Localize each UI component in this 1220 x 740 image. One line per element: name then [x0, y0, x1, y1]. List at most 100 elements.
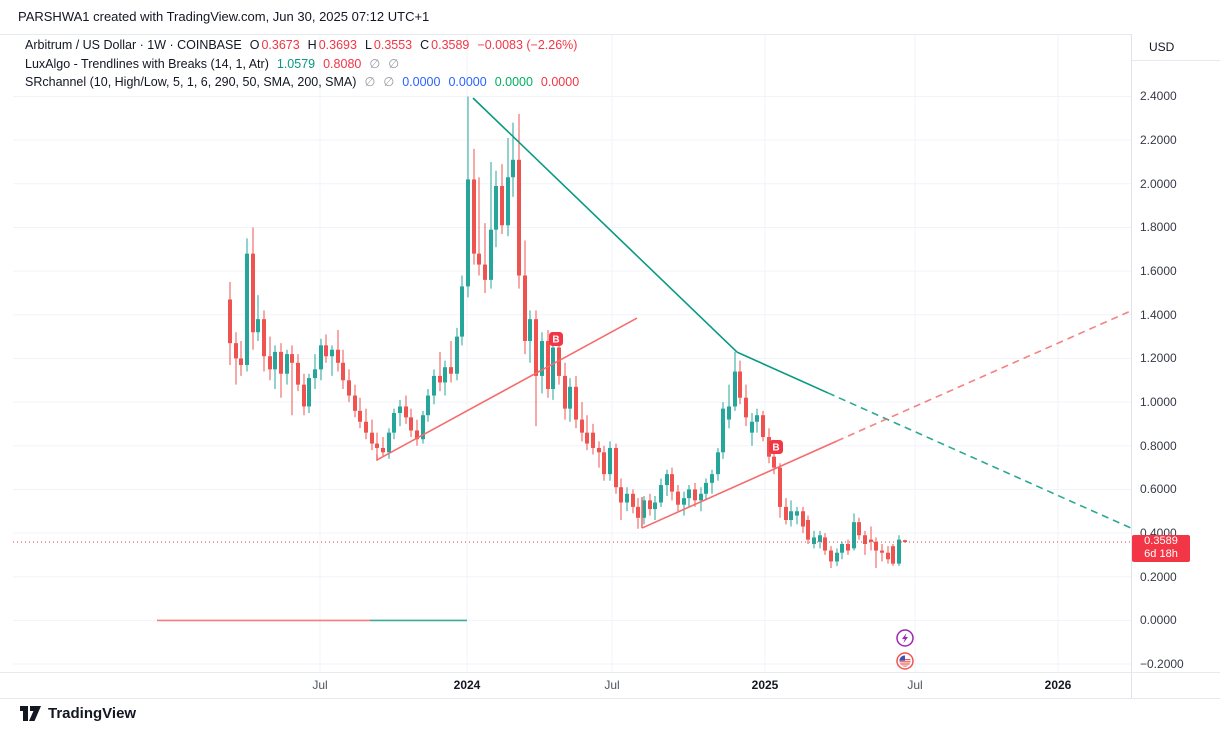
time-tick-label: Jul	[312, 678, 328, 692]
candle-body	[443, 367, 447, 383]
candle-body	[835, 552, 839, 562]
empty-value-icon: ∅	[388, 57, 400, 71]
candle-body	[687, 489, 691, 499]
lightning-event-icon[interactable]	[896, 629, 914, 647]
candle-body	[755, 415, 759, 422]
price-tick-label: 1.6000	[1140, 264, 1177, 279]
candle-body	[608, 447, 612, 475]
high-label: H	[307, 38, 317, 52]
time-tick-label: 2026	[1044, 678, 1072, 692]
us-flag-event-icon[interactable]	[896, 652, 914, 670]
price-tick-label: 2.4000	[1140, 89, 1177, 104]
candle-body	[279, 351, 283, 374]
candle-body	[721, 408, 725, 453]
price-axis[interactable]: 2.4000 2.2000 2.0000 1.8000 1.6000 1.4000 1.20…	[1131, 34, 1220, 698]
candle-body	[750, 421, 754, 433]
candle-body	[477, 253, 481, 265]
candle-body	[625, 493, 629, 503]
price-tick-label: 0.0000	[1140, 613, 1177, 628]
flag-stripe	[899, 665, 911, 667]
candle-body	[693, 489, 697, 501]
tradingview-logo-text: TradingView	[48, 705, 137, 722]
flag-stripe	[899, 663, 911, 665]
candle-body	[392, 413, 396, 433]
candle-body	[517, 159, 521, 276]
candle-body	[228, 299, 232, 344]
price-tick-label: 0.6000	[1140, 482, 1177, 497]
candle-body	[421, 415, 425, 440]
usd-cell-separator	[1131, 60, 1220, 61]
event-circle	[896, 652, 914, 670]
candle-body	[251, 253, 255, 333]
legend-symbol-row[interactable]: Arbitrum / US Dollar · 1W · COINBASE O 0.…	[25, 38, 579, 56]
trendline-red	[376, 317, 638, 461]
candle-body	[789, 511, 793, 520]
last-price-badge: 0.3589 6d 18h	[1132, 535, 1190, 563]
candle-body	[682, 498, 686, 505]
candle-body	[823, 537, 827, 551]
candle-body	[891, 546, 895, 564]
candle-body	[234, 343, 238, 359]
lightning-bolt-glyph	[902, 633, 908, 643]
candle-body	[262, 319, 266, 357]
close-value: 0.3589	[431, 38, 470, 52]
candle-body	[716, 452, 720, 475]
candle-body	[341, 362, 345, 381]
candle-body	[466, 179, 470, 287]
candle-body	[409, 417, 413, 431]
candle-body	[631, 493, 635, 507]
bar-countdown: 6d 18h	[1144, 548, 1178, 561]
candle-body	[738, 371, 742, 398]
candle-body	[897, 539, 901, 564]
candle-body	[784, 506, 788, 520]
candle-body	[546, 340, 550, 390]
candle-body	[494, 185, 498, 230]
empty-value-icon: ∅	[383, 75, 395, 89]
candle-body	[795, 511, 799, 516]
candle-body	[727, 406, 731, 420]
srchannel-value-3: 0.0000	[494, 75, 533, 89]
candle-body	[636, 506, 640, 518]
candle-body	[534, 319, 538, 376]
candle-body	[245, 253, 249, 365]
legend-luxalgo-row[interactable]: LuxAlgo - Trendlines with Breaks (14, 1,…	[25, 56, 579, 74]
candle-body	[670, 474, 674, 492]
candle-body	[268, 356, 272, 370]
candle-body	[472, 179, 476, 254]
candle-body	[880, 550, 884, 553]
candle-body	[239, 358, 243, 365]
candle-body	[812, 537, 816, 544]
time-axis[interactable]: Jul 2024 Jul 2025 Jul 2026	[0, 672, 1131, 698]
candle-body	[568, 386, 572, 409]
candle-body	[840, 543, 844, 553]
time-tick-label: 2025	[751, 678, 779, 692]
time-tick-label: Jul	[604, 678, 620, 692]
candle-body	[506, 177, 510, 226]
srchannel-value-1: 0.0000	[402, 75, 441, 89]
candle-body	[296, 362, 300, 385]
candle-body	[500, 185, 504, 226]
candle-body	[704, 482, 708, 494]
candle-body	[353, 395, 357, 411]
break-badge-label: B	[552, 335, 559, 346]
candle-body	[653, 502, 657, 510]
candle-body	[307, 378, 311, 407]
break-badge	[549, 332, 563, 346]
candle-body	[528, 319, 532, 341]
candle-body	[829, 550, 833, 562]
candle-body	[460, 286, 464, 337]
candle-body	[398, 406, 402, 414]
candle-body	[642, 500, 646, 518]
candle-body	[801, 511, 805, 527]
chart-attribution: PARSHWA1 created with TradingView.com, J…	[18, 9, 430, 24]
candle-body	[772, 456, 776, 468]
srchannel-value-2: 0.0000	[448, 75, 487, 89]
legend-srchannel-row[interactable]: SRchannel (10, High/Low, 5, 1, 6, 290, 5…	[25, 74, 579, 92]
candle-body	[659, 485, 663, 503]
price-tick-label: 1.0000	[1140, 395, 1177, 410]
candle-body	[619, 487, 623, 503]
break-badge	[769, 440, 783, 454]
candle-body	[869, 539, 873, 542]
tradingview-logo[interactable]: TradingView	[20, 705, 136, 722]
